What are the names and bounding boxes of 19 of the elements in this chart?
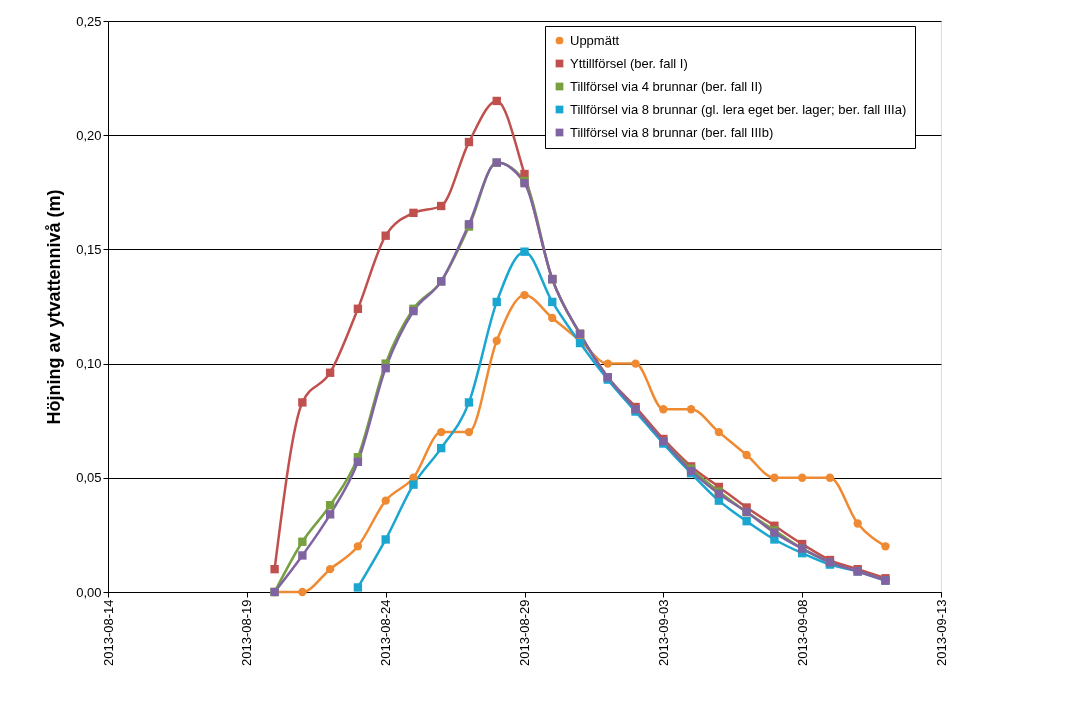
x-tick-label: 2013-09-03	[655, 599, 671, 666]
y-tick-label: 0,25	[76, 13, 102, 29]
y-tick-label: 0,10	[76, 356, 102, 372]
x-tick-label: 2013-09-08	[794, 599, 810, 666]
legend-label: Yttillförsel (ber. fall I)	[570, 55, 688, 71]
x-tick-label: 2013-08-19	[239, 599, 255, 666]
legend-label: Tillförsel via 8 brunnar (ber. fall IIIb)	[570, 124, 774, 140]
y-tick-label: 0,05	[76, 470, 102, 486]
y-axis-title: Höjning av ytvattennivå (m)	[44, 189, 65, 425]
legend-label: Tillförsel via 8 brunnar (gl. lera eget ber. lager; ber. fall IIIa)	[570, 101, 907, 117]
x-tick-label: 2013-08-29	[517, 599, 532, 666]
y-tick-label: 0,20	[76, 127, 102, 143]
y-tick-label: 0,00	[76, 584, 102, 600]
x-tick-label: 2013-08-24	[378, 599, 394, 666]
y-tick-label: 0,15	[76, 241, 102, 257]
x-tick-label: 2013-09-13	[933, 599, 949, 666]
legend-label: Uppmätt	[570, 32, 620, 48]
legend-label: Tillförsel via 4 brunnar (ber. fall II)	[570, 78, 763, 94]
x-tick-label: 2013-08-14	[100, 599, 116, 666]
